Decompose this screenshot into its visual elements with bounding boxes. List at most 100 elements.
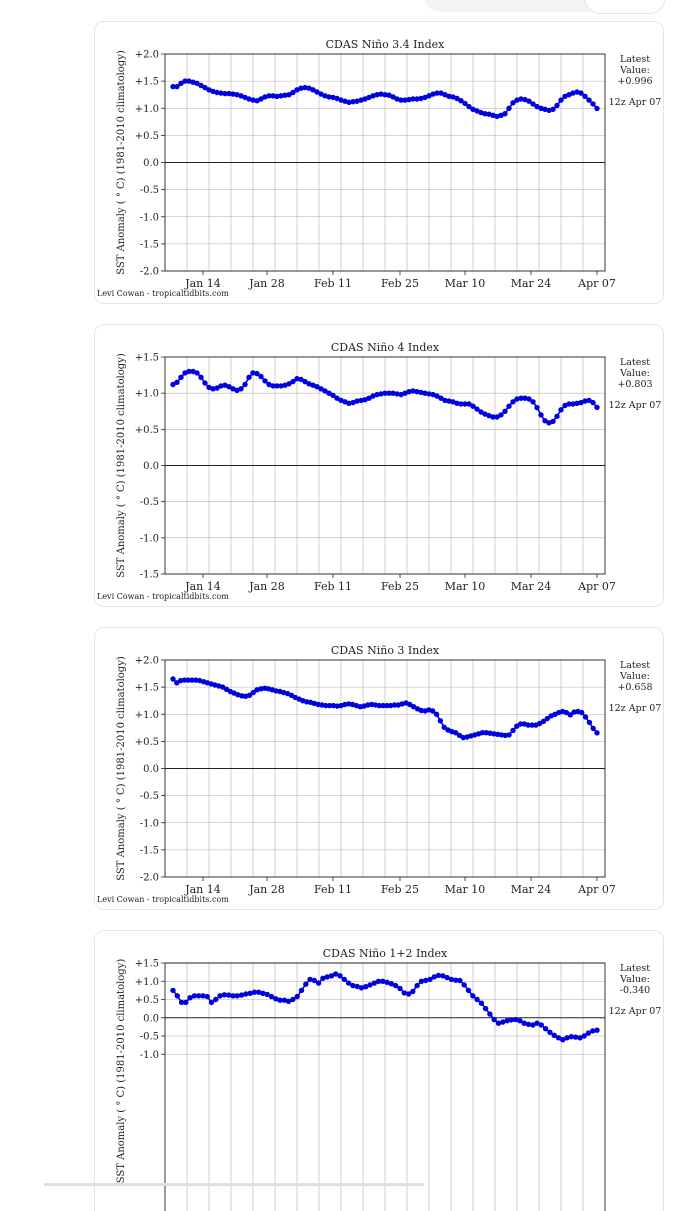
data-point (376, 702, 382, 709)
x-tick-label: Jan 14 (184, 277, 221, 290)
data-point (585, 1030, 592, 1036)
data-point (590, 399, 596, 406)
y-tick-label: -0.5 (140, 497, 159, 508)
y-tick-label: +0.5 (135, 737, 159, 748)
x-tick-label: Feb 11 (314, 277, 352, 290)
x-tick-label: Feb 25 (381, 277, 419, 290)
data-point (444, 974, 450, 981)
data-point (247, 990, 253, 996)
top-action-pill[interactable] (584, 0, 666, 14)
data-point (238, 386, 244, 392)
data-point (315, 980, 322, 986)
data-point (186, 368, 192, 375)
data-point (586, 397, 592, 404)
x-tick-label: Apr 07 (577, 277, 616, 290)
data-point (328, 973, 335, 979)
data-point (238, 992, 245, 998)
chart-title: CDAS Niño 3 Index (331, 644, 440, 657)
data-point (320, 975, 326, 981)
data-point (273, 996, 279, 1002)
y-axis-label: SST Anomaly ( ° C) (1981-2010 climatolog… (116, 353, 127, 578)
data-point (333, 971, 339, 977)
data-point (270, 93, 276, 99)
data-point (323, 702, 329, 709)
chart-card-nino34[interactable]: CDAS Niño 3.4 Index +2.0 +1.5 +1.0 +0.5 0.0 -0… (94, 21, 664, 304)
chart-card-nino3[interactable]: CDAS Niño 3 Index +2.0 +1.5 +1.0 +0.5 0.0 -0.5… (94, 627, 664, 910)
data-point (286, 381, 292, 387)
y-tick-label: -0.5 (140, 791, 159, 802)
x-tick-label: Mar 10 (445, 580, 486, 593)
data-point (502, 408, 508, 414)
chart-card-nino4[interactable]: CDAS Niño 4 Index +1.5 +1.0 +0.5 0.0 -0.5 -1.0… (94, 324, 664, 607)
data-point (174, 993, 180, 999)
data-point (170, 676, 176, 682)
data-point (401, 990, 407, 996)
credit-text: Levi Cowan - tropicaltidbits.com (97, 289, 229, 298)
data-point (517, 1018, 523, 1024)
y-tick-label: 0.0 (143, 158, 159, 169)
x-tick-label: Apr 07 (577, 883, 616, 896)
data-point (423, 977, 429, 984)
data-point (230, 993, 236, 999)
data-point (302, 84, 308, 91)
data-point (438, 395, 444, 401)
data-point (410, 388, 416, 394)
data-point (294, 993, 300, 1000)
data-point (202, 84, 208, 91)
x-tick-label: Feb 25 (381, 580, 419, 593)
scroll-indicator (44, 1183, 424, 1186)
data-point (226, 992, 232, 998)
chart-card-nino12[interactable]: CDAS Niño 1+2 Index +1.5 +1.0 +0.5 0.0 -0.5 -1… (94, 930, 664, 1211)
data-point (542, 418, 548, 424)
data-point (210, 386, 216, 392)
data-point (555, 1035, 562, 1041)
x-tick-label: Mar 10 (445, 883, 486, 896)
data-point (442, 397, 448, 404)
data-point (440, 973, 446, 979)
y-tick-label: +1.5 (135, 353, 159, 364)
data-point (367, 982, 373, 988)
data-point (208, 999, 215, 1006)
data-point (564, 1035, 570, 1041)
data-point (470, 993, 476, 999)
latest-time: 12z Apr 07 (609, 400, 662, 411)
data-point (482, 1005, 489, 1012)
data-point (290, 996, 296, 1003)
data-point (406, 96, 412, 103)
data-point (434, 90, 440, 96)
y-tick-label: +2.0 (135, 50, 159, 61)
data-point (198, 82, 204, 89)
data-point (542, 1026, 549, 1032)
x-tick-label: Jan 14 (184, 883, 221, 896)
data-point (550, 106, 556, 113)
y-axis-label: SST Anomaly ( ° C) (1981-2010 climatolog… (116, 50, 127, 275)
data-point (586, 97, 592, 103)
data-point (243, 991, 249, 997)
data-point (574, 400, 580, 406)
data-point (298, 376, 304, 383)
data-point (518, 395, 524, 401)
data-point (334, 395, 340, 401)
data-point (568, 1034, 574, 1040)
data-point (196, 993, 202, 999)
y-tick-label: -0.5 (140, 1032, 159, 1043)
data-point (502, 111, 508, 117)
data-point (572, 1034, 579, 1040)
latest-label: Latest (620, 357, 650, 368)
data-point (437, 718, 444, 724)
data-point (579, 709, 585, 716)
data-point (185, 677, 191, 683)
data-point (586, 719, 593, 726)
data-point (453, 730, 459, 736)
chart-nino12: CDAS Niño 1+2 Index +1.5 +1.0 +0.5 0.0 -0.5 -1… (116, 947, 661, 1211)
chart-title: CDAS Niño 3.4 Index (326, 38, 446, 51)
y-tick-label: -1.5 (140, 239, 159, 250)
data-point (251, 989, 258, 995)
data-point (435, 972, 442, 979)
data-point (214, 385, 220, 391)
data-point (461, 982, 467, 988)
data-point (512, 1016, 519, 1023)
latest-label: Latest (620, 54, 650, 65)
data-point (506, 403, 512, 409)
data-point (418, 978, 425, 984)
